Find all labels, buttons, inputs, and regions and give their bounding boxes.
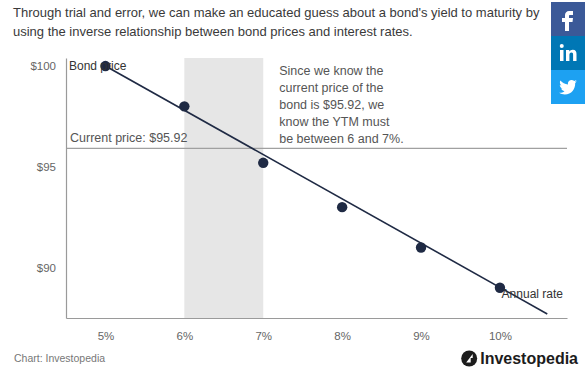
plot-area [66, 58, 567, 318]
x-tick: 6% [177, 318, 194, 342]
logo-text: Investopedia [480, 350, 578, 367]
share-icon-bg [551, 70, 585, 104]
annotation-line: know the YTM must [279, 115, 390, 129]
y-axis-title: Bond price [69, 59, 127, 73]
y-axis: $90 $95 $100 [30, 59, 66, 319]
annotation-line: current price of the [279, 81, 383, 95]
logo-icon-glyph [466, 354, 473, 363]
y-tick-label: $100 [30, 60, 56, 72]
y-tick: $90 [37, 262, 66, 274]
x-tick-label: 5% [98, 330, 115, 342]
share-icon-bg [551, 2, 585, 36]
y-axis-line [66, 59, 67, 319]
share-icon-glyph [559, 80, 577, 95]
annotation-line: Since we know the [279, 64, 383, 78]
x-tick: 9% [413, 318, 430, 342]
x-tick: 7% [255, 318, 272, 342]
data-point [258, 158, 268, 168]
logo-icon [461, 351, 477, 367]
share-icon-glyph [562, 11, 573, 31]
title-line: Through trial and error, we can make an … [13, 5, 540, 20]
annotation-line: be between 6 and 7%. [279, 132, 403, 146]
x-tick: 5% [98, 318, 115, 342]
annotation-line: bond is $95.92, we [279, 98, 384, 112]
trend-line [105, 66, 547, 314]
share-icon-glyph [560, 44, 564, 48]
x-tick: 10% [489, 318, 512, 342]
share-icon [551, 2, 585, 36]
x-axis: 5% 6% 7% 8% 9% 10% [67, 318, 568, 342]
reference-line [66, 148, 567, 149]
share-icon-glyph [566, 50, 577, 61]
shaded-range [184, 58, 263, 318]
title-line: using the inverse relationship between b… [13, 24, 413, 39]
y-tick-label: $95 [37, 161, 56, 173]
x-tick-label: 7% [255, 330, 272, 342]
x-tick-label: 9% [413, 330, 430, 342]
share-icon-glyph [560, 50, 564, 61]
x-axis-title: Annual rate [502, 287, 564, 301]
data-point [337, 202, 347, 212]
chart: Through trial and error, we can make an … [0, 0, 587, 385]
x-tick-label: 8% [334, 330, 351, 342]
x-tick-label: 6% [177, 330, 194, 342]
share-icon [551, 36, 585, 70]
y-tick-label: $90 [37, 262, 56, 274]
x-axis-line [67, 318, 568, 319]
source: Chart: Investopedia [14, 352, 105, 364]
share-icon [551, 70, 585, 104]
y-tick: $95 [37, 161, 66, 173]
x-tick: 8% [334, 318, 351, 342]
share-icon-bg [551, 36, 585, 70]
x-tick-label: 10% [489, 330, 512, 342]
reference-label: Current price: $95.92 [70, 131, 187, 145]
y-tick: $100 [30, 60, 66, 72]
